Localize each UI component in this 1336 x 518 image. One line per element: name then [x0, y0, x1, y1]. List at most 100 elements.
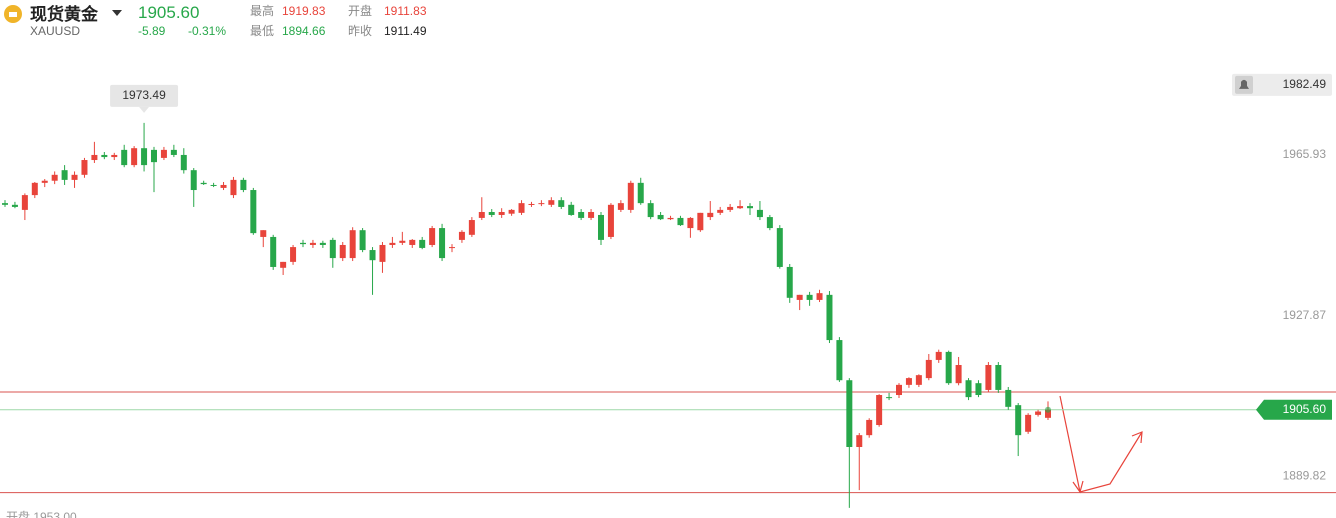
stat-value: 1919.83: [282, 4, 326, 18]
symbol: XAUUSD: [30, 24, 81, 38]
candle-body: [915, 375, 922, 385]
candle-body: [300, 242, 306, 245]
candle-body: [439, 228, 446, 259]
candle-body: [230, 179, 237, 196]
candle-body: [876, 395, 883, 426]
candle-body: [816, 293, 823, 300]
candle-body: [687, 217, 694, 229]
candle-body: [2, 203, 8, 205]
candle-body: [955, 365, 962, 384]
candle-body: [975, 383, 982, 396]
candle-body: [190, 170, 197, 191]
bell-icon: [1239, 79, 1249, 89]
candle-body: [836, 340, 843, 381]
candle-body: [71, 174, 78, 180]
stat-label: 昨收: [348, 24, 373, 38]
y-tick-label: 1965.93: [1283, 147, 1327, 161]
candle-body: [985, 365, 992, 390]
high-label-pointer: [139, 106, 150, 113]
candle-body: [538, 203, 545, 205]
candle-body: [518, 203, 525, 213]
candle-body: [488, 212, 495, 215]
candle-body: [240, 179, 247, 191]
dropdown-caret[interactable]: [112, 10, 122, 18]
candle-body: [588, 212, 595, 218]
candle-body: [697, 212, 704, 231]
candle-body: [846, 380, 853, 447]
candle-body: [528, 203, 535, 205]
candle-body: [210, 184, 217, 186]
candle-body: [786, 266, 793, 298]
candle-body: [51, 174, 58, 181]
candle-body: [339, 244, 346, 259]
candle-body: [707, 212, 714, 218]
footer-label: 开盘 1953.00: [6, 510, 77, 518]
price-tag-label: 1905.60: [1283, 402, 1327, 416]
candle-body: [250, 190, 257, 234]
candle-body: [399, 240, 406, 243]
candle-body: [131, 148, 138, 166]
candle-body: [558, 200, 565, 207]
candle-body: [965, 380, 972, 398]
candle-body: [727, 206, 734, 210]
candle-body: [31, 182, 38, 196]
stat-value: 1911.83: [384, 4, 427, 18]
candle-body: [1045, 409, 1051, 418]
candle-body: [905, 378, 912, 385]
candle-body: [677, 217, 684, 226]
candle-body: [935, 351, 942, 360]
arrow-head: [1131, 431, 1143, 444]
candle-body: [945, 351, 952, 384]
price-tag: [1256, 399, 1332, 420]
candle-body: [796, 294, 803, 300]
candle-body: [81, 160, 88, 175]
candle-body: [329, 239, 336, 259]
candle-body: [419, 239, 426, 248]
stat-value: 1894.66: [282, 24, 326, 38]
candle-body: [667, 217, 674, 220]
candle-body: [379, 244, 386, 262]
candle-body: [1035, 411, 1042, 415]
stat-label: 开盘: [348, 4, 373, 18]
change: -5.89: [138, 24, 166, 38]
price: 1905.60: [138, 3, 200, 22]
candle-body: [598, 214, 604, 240]
candle-body: [290, 247, 297, 262]
instrument-name[interactable]: 现货黄金: [30, 5, 98, 24]
gold-icon: [4, 5, 22, 23]
top-marker: 1982.49: [1283, 77, 1327, 91]
candle-body: [389, 242, 396, 245]
candle-body: [349, 230, 356, 259]
candle-body: [260, 230, 267, 237]
candle-body: [498, 212, 505, 215]
arrow-head: [1072, 480, 1084, 494]
candle-body: [856, 435, 863, 447]
candle-body: [508, 209, 515, 214]
candle-body: [776, 228, 783, 267]
stat-label: 最高: [250, 4, 275, 18]
candle-body: [369, 250, 376, 261]
candle-body: [319, 242, 326, 245]
candle-body: [309, 242, 316, 245]
candle-body: [896, 384, 902, 396]
candle-body: [737, 206, 744, 209]
candle-body: [220, 184, 227, 188]
candle-body: [111, 154, 118, 158]
candle-body: [458, 231, 465, 240]
candle-body: [449, 247, 455, 249]
alert-box: [1232, 73, 1332, 96]
candle-body: [756, 209, 763, 218]
candle-body: [151, 149, 157, 163]
candle-body: [200, 182, 207, 185]
candle-body: [280, 261, 287, 268]
candle-body: [657, 214, 664, 220]
stat-label: 最低: [250, 24, 275, 38]
candle-body: [995, 365, 1002, 390]
drawn-arrow: [1059, 395, 1143, 493]
y-tick-label: 1927.87: [1283, 308, 1327, 322]
candle-body: [1015, 405, 1022, 436]
candle-body: [270, 236, 277, 267]
candle-body: [121, 149, 128, 166]
